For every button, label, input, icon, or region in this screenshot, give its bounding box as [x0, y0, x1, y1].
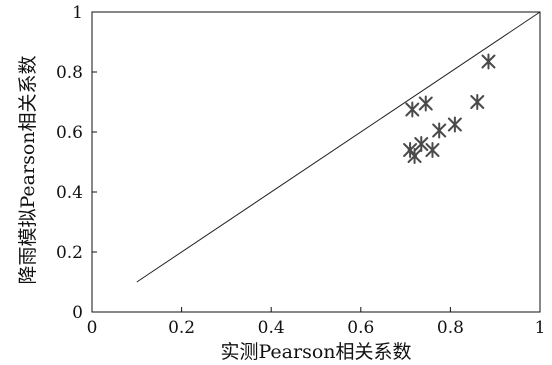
y-tick-label: 1 [72, 3, 83, 23]
x-tick-label: 0.4 [258, 318, 285, 338]
y-tick-label: 0.4 [56, 183, 83, 203]
y-tick-label: 0.6 [56, 123, 83, 143]
data-point [405, 101, 420, 118]
data-point [432, 122, 447, 139]
y-tick-label: 0 [72, 303, 83, 323]
data-point [481, 53, 496, 70]
y-axis: 0 0.2 0.4 0.6 0.8 1 [56, 3, 97, 323]
x-tick-label: 0.6 [347, 318, 374, 338]
reference-line-group [136, 11, 541, 283]
data-point [470, 94, 485, 110]
data-point [418, 95, 433, 112]
x-tick-label: 1 [535, 318, 546, 338]
x-tick-label: 0 [87, 318, 98, 338]
x-tick-label: 0.2 [168, 318, 195, 338]
one-to-one-line [136, 11, 541, 283]
y-tick-label: 0.8 [56, 63, 83, 83]
y-axis-title: 降雨模拟Pearson相关系数 [17, 55, 39, 284]
x-axis-title: 实测Pearson相关系数 [220, 341, 411, 363]
data-point [414, 136, 429, 152]
y-tick-label: 0.2 [56, 243, 83, 263]
plot-border [91, 11, 541, 313]
plot-frame [91, 11, 541, 313]
x-tick-label: 0.8 [437, 318, 464, 338]
data-point [407, 148, 422, 164]
data-point [447, 116, 462, 133]
x-axis: 0 0.2 0.4 0.6 0.8 1 [87, 307, 546, 338]
data-markers [403, 53, 496, 164]
data-point [425, 142, 440, 158]
